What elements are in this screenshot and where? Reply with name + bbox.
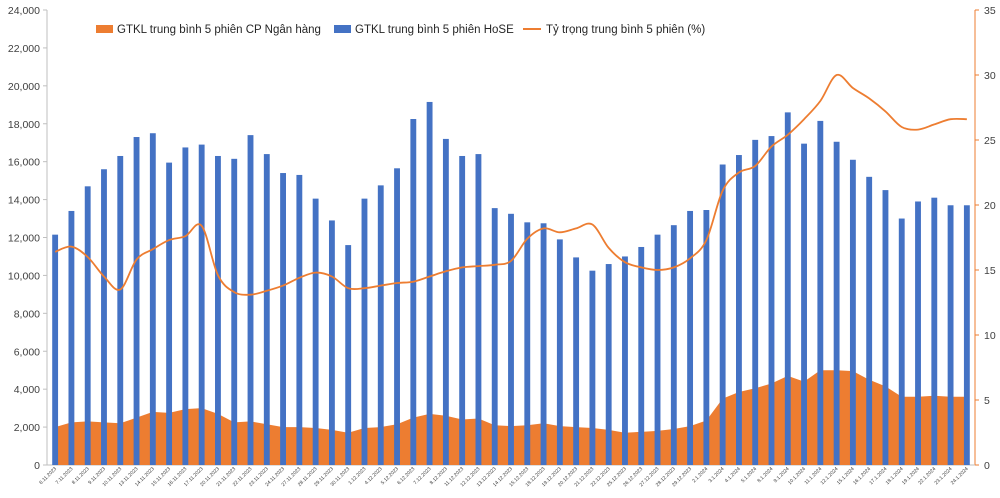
bar-hose-volume	[719, 164, 726, 465]
bar-hose-volume	[133, 137, 140, 466]
bar-hose-volume	[524, 222, 531, 465]
ratio-line-series	[54, 73, 967, 296]
y-right-tick-label: 0	[984, 460, 990, 472]
bar-hose-volume	[84, 186, 91, 465]
bar-hose-volume	[556, 239, 563, 465]
bar-hose-volume	[589, 270, 596, 465]
bar-hose-volume	[801, 143, 807, 465]
bar-hose-volume	[312, 198, 319, 465]
bar-hose-volume	[280, 173, 287, 465]
y-left-tick-label: 8,000	[14, 308, 40, 320]
y-left-tick-label: 2,000	[14, 422, 40, 434]
y-right-tick-label: 10	[984, 330, 996, 342]
bar-hose-volume	[377, 185, 384, 466]
bar-hose-volume	[182, 147, 189, 465]
y-right-tick-label: 20	[984, 200, 996, 212]
bar-hose-volume	[166, 162, 173, 466]
bar-hose-volume	[491, 208, 498, 466]
bar-hose-volume	[149, 133, 156, 465]
bar-hose-volume	[605, 264, 612, 465]
bar-hose-volume	[638, 246, 645, 465]
bar-hose-volume	[703, 210, 710, 465]
bar-hose-volume	[573, 257, 580, 465]
bar-hose-volume	[361, 198, 368, 465]
bar-hose-volume	[849, 159, 856, 466]
x-tick-label: 24.1.2024	[950, 466, 970, 486]
y-left-tick-label: 14,000	[8, 195, 40, 207]
y-left-tick-label: 10,000	[8, 270, 40, 282]
legend-label-hose-volume: GTKL trung bình 5 phiên HoSE	[355, 24, 514, 36]
bar-hose-volume	[622, 256, 628, 465]
legend-swatch-bank-volume	[96, 25, 113, 33]
bar-hose-volume	[784, 112, 791, 465]
bar-hose-volume	[963, 205, 970, 466]
y-left-tick-label: 20,000	[8, 81, 40, 93]
y-left-tick-label: 22,000	[8, 43, 40, 55]
y-left-tick-label: 0	[34, 460, 40, 472]
bar-hose-volume	[915, 201, 921, 465]
bar-hose-volume	[442, 138, 449, 465]
y-right-tick-label: 30	[984, 70, 996, 82]
bar-hose-volume	[817, 120, 824, 465]
bar-hose-volume	[394, 168, 400, 466]
y-left-tick-label: 18,000	[8, 119, 40, 131]
bar-hose-volume	[947, 205, 954, 466]
bar-hose-volume	[231, 158, 238, 465]
y-left-tick-label: 4,000	[14, 384, 40, 396]
y-right-tick-label: 5	[984, 395, 990, 407]
bar-hose-volume	[247, 135, 254, 465]
bar-hose-volume	[508, 213, 514, 465]
bar-hose-volume	[866, 176, 873, 466]
bar-hose-volume	[215, 155, 221, 465]
y-left-tick-label: 6,000	[14, 346, 40, 358]
x-tick-label: 3.1.2024	[708, 466, 726, 484]
bar-hose-volume	[101, 169, 107, 465]
bar-hose-volume	[296, 174, 303, 465]
bar-hose-volume	[882, 190, 889, 465]
legend-swatch-hose-volume	[334, 25, 351, 33]
bar-hose-volume	[426, 101, 433, 466]
bar-hose-volume	[52, 234, 59, 465]
y-right-tick-label: 25	[984, 135, 996, 147]
bar-hose-volume	[833, 141, 840, 465]
bar-hose-volume	[898, 218, 905, 465]
bar-hose-volume	[198, 144, 205, 465]
bar-hose-volume	[410, 119, 417, 466]
bar-hose-volume	[931, 197, 938, 465]
x-tick-label: 5.1.2024	[740, 466, 758, 484]
bar-hose-volume	[687, 210, 694, 465]
y-right-tick-label: 35	[984, 5, 996, 17]
bar-hose-volume	[540, 223, 547, 465]
bar-hose-volume	[475, 154, 482, 466]
bar-hose-volume	[117, 155, 124, 465]
bar-hose-volume	[670, 225, 677, 465]
bar-hose-volume	[328, 220, 335, 465]
bar-hose-volume	[459, 155, 466, 465]
bar-hose-volume	[654, 234, 661, 465]
ratio-line	[54, 73, 967, 296]
y-right-tick-label: 15	[984, 265, 996, 277]
x-tick-label: 2.1.2024	[691, 466, 709, 484]
bar-hose-volume	[345, 245, 352, 465]
bar-hose-volume	[768, 136, 775, 465]
legend-label-ratio-line: Tỷ trọng trung bình 5 phiên (%)	[546, 24, 705, 36]
y-left-tick-label: 16,000	[8, 157, 40, 169]
hose-volume-bar-series	[52, 101, 970, 466]
x-tick-label: 4.1.2024	[724, 466, 742, 484]
bar-hose-volume	[68, 210, 75, 465]
x-tick-label: 8.1.2024	[756, 466, 774, 484]
y-left-tick-label: 24,000	[8, 5, 40, 17]
y-left-tick-label: 12,000	[8, 233, 40, 245]
legend-label-bank-volume: GTKL trung bình 5 phiên CP Ngân hàng	[117, 24, 321, 36]
bar-hose-volume	[752, 139, 759, 466]
bar-hose-volume	[263, 154, 270, 466]
x-axis-tick-labels: 6.11.20237.11.20238.11.20239.11.202310.1…	[38, 466, 970, 488]
legend: GTKL trung bình 5 phiên CP Ngân hàng GTK…	[96, 24, 705, 36]
bar-hose-volume	[735, 155, 742, 465]
